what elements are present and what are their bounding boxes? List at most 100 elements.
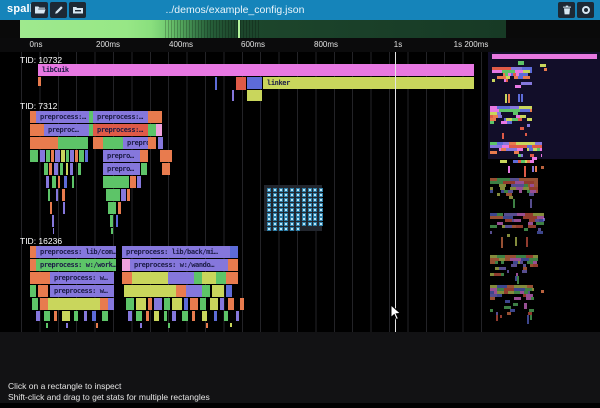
- flame-span[interactable]: [230, 323, 232, 327]
- flame-span[interactable]: [200, 298, 206, 310]
- flame-span[interactable]: [110, 215, 113, 227]
- flame-span[interactable]: [49, 163, 52, 175]
- flame-span[interactable]: [40, 298, 48, 310]
- flame-span[interactable]: [210, 298, 218, 310]
- flame-span[interactable]: [228, 298, 234, 310]
- flame-span[interactable]: [240, 298, 244, 310]
- flame-span[interactable]: [70, 150, 74, 162]
- settings-button[interactable]: [577, 2, 594, 18]
- flame-span[interactable]: [106, 189, 120, 201]
- flame-span[interactable]: [136, 311, 142, 321]
- flame-span[interactable]: [62, 189, 65, 201]
- activity-histogram[interactable]: [20, 20, 506, 38]
- flame-span[interactable]: [122, 259, 130, 271]
- flame-span[interactable]: preprocess: lib/com…: [36, 246, 116, 258]
- flame-span[interactable]: [212, 285, 224, 297]
- flame-span[interactable]: [103, 176, 129, 188]
- flame-span[interactable]: [30, 259, 36, 271]
- flame-span[interactable]: [190, 298, 198, 310]
- flame-span[interactable]: [102, 311, 108, 321]
- flame-span[interactable]: [66, 323, 68, 328]
- flame-span[interactable]: [72, 176, 74, 188]
- flame-span[interactable]: [202, 272, 216, 284]
- flame-span[interactable]: [74, 311, 78, 321]
- flame-span[interactable]: [236, 77, 246, 90]
- flame-span[interactable]: [206, 323, 208, 328]
- flame-span[interactable]: [128, 311, 132, 321]
- flame-span[interactable]: preprocess:…: [93, 111, 148, 123]
- flame-span[interactable]: [214, 311, 217, 321]
- flame-span[interactable]: [62, 311, 70, 321]
- flame-span[interactable]: [89, 124, 93, 136]
- flame-span[interactable]: [140, 150, 148, 162]
- flame-span[interactable]: [46, 150, 50, 162]
- flame-span[interactable]: [44, 163, 48, 175]
- flame-span[interactable]: [30, 111, 36, 123]
- flame-span[interactable]: [111, 228, 113, 234]
- flame-span[interactable]: [182, 311, 188, 321]
- flame-span[interactable]: [51, 150, 54, 162]
- flame-span[interactable]: [78, 163, 81, 175]
- flame-span[interactable]: prepro…: [103, 150, 140, 162]
- flame-span[interactable]: [100, 298, 108, 310]
- flame-span[interactable]: [158, 137, 163, 149]
- clear-button[interactable]: [558, 2, 575, 18]
- flame-span[interactable]: [194, 272, 202, 284]
- flame-span[interactable]: [46, 176, 49, 188]
- flame-span[interactable]: [30, 150, 38, 162]
- flame-span[interactable]: [247, 77, 262, 89]
- flame-span[interactable]: [162, 163, 170, 175]
- flame-span[interactable]: [215, 77, 217, 90]
- flame-span[interactable]: [66, 163, 68, 175]
- flame-span[interactable]: [30, 272, 50, 284]
- measure-button[interactable]: [50, 2, 67, 18]
- flame-span[interactable]: [192, 311, 195, 321]
- flame-span[interactable]: [44, 311, 50, 321]
- flame-span[interactable]: [226, 285, 232, 297]
- flame-span[interactable]: [146, 311, 149, 321]
- flame-span[interactable]: [127, 189, 130, 201]
- flame-span[interactable]: [216, 272, 226, 284]
- flame-span[interactable]: [108, 202, 116, 214]
- flame-span[interactable]: preprocess:…: [36, 111, 89, 123]
- flame-span[interactable]: [30, 124, 44, 136]
- flame-span[interactable]: [172, 298, 182, 310]
- flame-span[interactable]: preprocess: w…: [50, 272, 114, 284]
- flame-span[interactable]: [186, 285, 202, 297]
- flame-span[interactable]: [202, 311, 207, 321]
- flame-span[interactable]: [52, 176, 56, 188]
- flame-span[interactable]: libCuik: [38, 64, 474, 76]
- flame-span[interactable]: [30, 137, 58, 149]
- flame-span[interactable]: [184, 298, 188, 310]
- flame-span[interactable]: [89, 111, 93, 123]
- flame-span[interactable]: [118, 202, 121, 214]
- flame-span[interactable]: [168, 272, 194, 284]
- flame-span[interactable]: [137, 176, 141, 188]
- flame-span[interactable]: [61, 150, 65, 162]
- flame-span[interactable]: [96, 323, 98, 328]
- flame-span[interactable]: linker: [263, 77, 474, 89]
- flame-span[interactable]: [130, 176, 136, 188]
- flame-span[interactable]: [247, 90, 262, 101]
- flame-span[interactable]: preprocess: w:/work…: [36, 259, 116, 271]
- flame-span[interactable]: preproc…: [123, 137, 148, 149]
- flame-graph-canvas[interactable]: TID: 10732 libCuik linker TID: 7312 preproce…: [0, 52, 488, 332]
- flame-span[interactable]: [226, 272, 238, 284]
- flame-span[interactable]: [122, 272, 132, 284]
- flame-span[interactable]: [92, 311, 96, 321]
- flame-span[interactable]: [116, 215, 118, 227]
- flame-span[interactable]: [148, 137, 156, 149]
- flame-span[interactable]: [154, 298, 162, 310]
- flame-span[interactable]: [164, 311, 167, 321]
- flame-span[interactable]: [121, 189, 126, 201]
- flame-span[interactable]: [232, 90, 234, 101]
- flame-span[interactable]: [141, 163, 147, 175]
- flame-span[interactable]: preprocess: w:/wando…: [130, 259, 228, 271]
- flame-span[interactable]: [85, 150, 88, 162]
- flame-span[interactable]: [36, 311, 40, 321]
- flame-span[interactable]: [38, 77, 41, 86]
- flame-span[interactable]: [136, 298, 146, 310]
- flame-span[interactable]: [140, 323, 142, 328]
- flame-span[interactable]: [103, 137, 123, 149]
- flame-span[interactable]: [63, 202, 65, 214]
